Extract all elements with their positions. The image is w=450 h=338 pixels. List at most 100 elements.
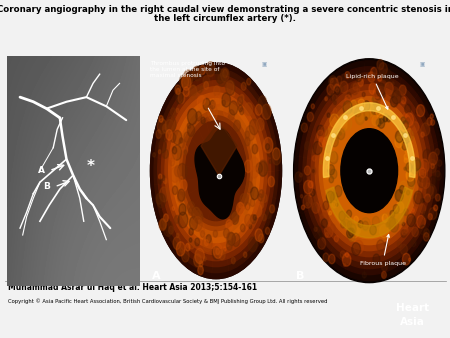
Circle shape (331, 136, 338, 147)
Circle shape (407, 119, 410, 123)
Circle shape (355, 71, 362, 82)
Circle shape (357, 89, 360, 93)
Circle shape (295, 172, 302, 183)
Circle shape (425, 196, 429, 202)
Circle shape (245, 131, 249, 138)
Circle shape (383, 114, 388, 121)
Text: B: B (43, 182, 50, 191)
Circle shape (395, 137, 402, 148)
Polygon shape (324, 103, 415, 177)
Circle shape (400, 141, 407, 150)
Circle shape (308, 176, 310, 180)
Circle shape (312, 170, 315, 173)
Circle shape (214, 86, 220, 96)
Circle shape (342, 254, 351, 266)
Circle shape (365, 105, 374, 117)
Circle shape (342, 128, 345, 133)
Circle shape (341, 129, 398, 213)
Circle shape (404, 230, 408, 236)
Circle shape (293, 59, 445, 283)
Circle shape (418, 169, 427, 182)
Circle shape (351, 100, 356, 109)
Circle shape (379, 113, 383, 118)
Circle shape (154, 69, 278, 273)
Circle shape (170, 151, 176, 161)
Circle shape (405, 104, 411, 114)
Circle shape (429, 152, 437, 165)
Circle shape (331, 94, 336, 101)
Circle shape (395, 190, 403, 201)
Circle shape (312, 155, 316, 161)
Text: ▣: ▣ (420, 62, 425, 67)
Circle shape (390, 96, 397, 107)
Circle shape (220, 68, 229, 82)
Circle shape (326, 191, 334, 203)
Circle shape (360, 76, 364, 81)
Circle shape (325, 97, 328, 101)
Circle shape (203, 98, 210, 110)
Circle shape (404, 209, 409, 216)
Circle shape (358, 221, 363, 228)
Text: Lipid-rich plaque: Lipid-rich plaque (346, 74, 399, 109)
Circle shape (400, 181, 408, 193)
Circle shape (324, 173, 329, 179)
Circle shape (358, 99, 365, 110)
Circle shape (185, 243, 190, 251)
Circle shape (240, 108, 244, 115)
Polygon shape (326, 187, 413, 238)
Circle shape (428, 214, 432, 220)
Circle shape (362, 92, 365, 97)
Circle shape (343, 101, 352, 114)
Circle shape (165, 87, 267, 255)
Circle shape (325, 98, 327, 101)
Circle shape (330, 78, 333, 83)
Circle shape (173, 130, 182, 145)
Circle shape (405, 113, 414, 126)
Circle shape (247, 205, 249, 209)
Text: Heart: Heart (396, 303, 429, 313)
Circle shape (216, 69, 225, 83)
Circle shape (310, 167, 316, 175)
Circle shape (363, 101, 370, 111)
Circle shape (169, 226, 173, 234)
Circle shape (373, 254, 380, 264)
Circle shape (418, 175, 426, 188)
Circle shape (189, 238, 192, 242)
Circle shape (326, 145, 331, 153)
Circle shape (370, 225, 376, 235)
Circle shape (263, 137, 273, 153)
Circle shape (423, 233, 429, 241)
Circle shape (159, 179, 162, 184)
Circle shape (353, 83, 358, 90)
Circle shape (245, 214, 252, 226)
Circle shape (409, 182, 414, 190)
Circle shape (358, 79, 363, 86)
Circle shape (347, 92, 351, 98)
Circle shape (177, 164, 187, 179)
Circle shape (321, 219, 328, 228)
Circle shape (346, 228, 353, 238)
Circle shape (196, 112, 202, 121)
Circle shape (323, 253, 329, 262)
Circle shape (377, 59, 384, 70)
Circle shape (159, 219, 166, 231)
Circle shape (414, 168, 418, 174)
Circle shape (244, 160, 252, 172)
Circle shape (337, 90, 339, 94)
Circle shape (199, 261, 203, 267)
Circle shape (231, 211, 239, 224)
Text: Coronary angiography in the right caudal view demonstrating a severe concentric : Coronary angiography in the right caudal… (0, 5, 450, 14)
Circle shape (400, 186, 405, 193)
Circle shape (406, 190, 410, 195)
Circle shape (412, 158, 421, 171)
Circle shape (376, 83, 385, 97)
Circle shape (330, 78, 338, 90)
Circle shape (255, 229, 263, 241)
Circle shape (413, 217, 417, 223)
Circle shape (269, 160, 272, 164)
Circle shape (334, 186, 342, 197)
Circle shape (300, 173, 302, 177)
Circle shape (203, 75, 210, 86)
Circle shape (183, 116, 249, 226)
Text: Copyright © Asia Pacific Heart Association, British Cardiovascular Society & BMJ: Copyright © Asia Pacific Heart Associati… (8, 298, 328, 304)
